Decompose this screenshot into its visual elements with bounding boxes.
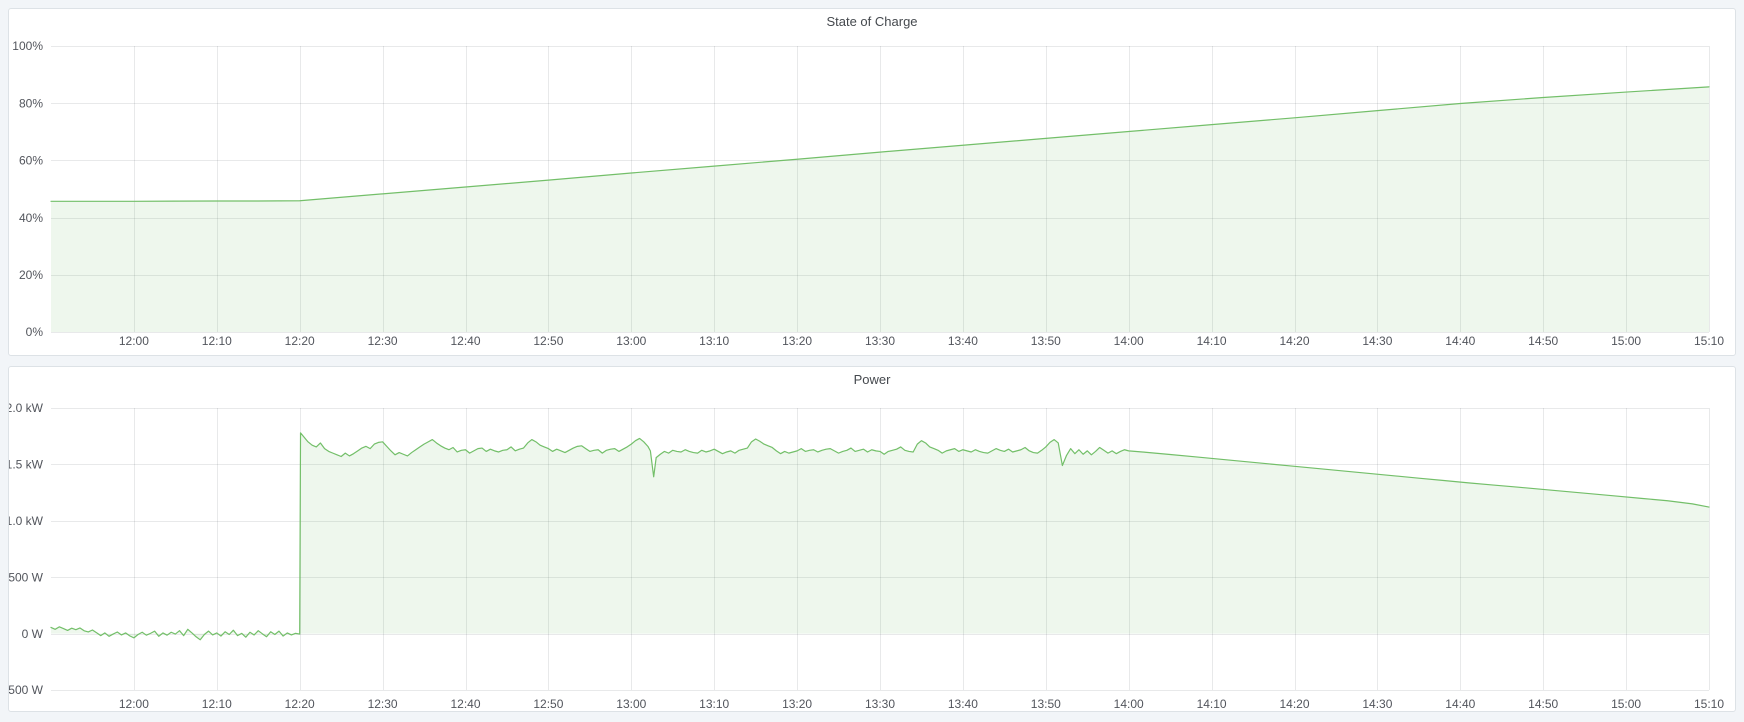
x-tick-label: 12:00	[119, 334, 149, 348]
x-tick-label: 15:00	[1611, 697, 1641, 711]
x-tick-label: 13:30	[865, 334, 895, 348]
axis-labels: 100% 80% 60% 40% 20% 0% 12:00 12:10 12:20 12:30 12…	[12, 39, 1724, 348]
panel-title-state-of-charge[interactable]: State of Charge	[826, 14, 918, 29]
x-tick-label: 12:00	[119, 697, 149, 711]
y-tick-label: 20%	[19, 268, 43, 282]
x-tick-label: 12:40	[450, 334, 480, 348]
x-tick-label: 14:20	[1279, 697, 1309, 711]
x-tick-label: 14:10	[1197, 334, 1227, 348]
x-tick-label: 12:50	[533, 697, 563, 711]
x-tick-label: 14:40	[1445, 697, 1475, 711]
x-tick-label: 14:40	[1445, 334, 1475, 348]
panel-state-of-charge: State of Charge 100% 80% 60% 40% 20% 0% 12:00 1…	[8, 8, 1736, 356]
x-tick-label: 12:10	[202, 334, 232, 348]
series-line	[50, 86, 1710, 202]
state-of-charge-chart[interactable]: 100% 80% 60% 40% 20% 0% 12:00 12:10 12:20 12:30 12…	[9, 9, 1735, 355]
axis-labels: 2.0 kW 1.5 kW 1.0 kW 500 W 0 W -500 W 12:00 12:…	[9, 401, 1724, 711]
x-tick-label: 13:40	[948, 334, 978, 348]
x-tick-label: 13:50	[1031, 334, 1061, 348]
x-tick-label: 12:50	[533, 334, 563, 348]
x-tick-label: 14:00	[1114, 334, 1144, 348]
x-tick-label: 13:20	[782, 697, 812, 711]
x-tick-label: 13:10	[699, 334, 729, 348]
x-tick-label: 14:20	[1279, 334, 1309, 348]
y-tick-label: 1.0 kW	[9, 514, 44, 528]
y-tick-label: 1.5 kW	[9, 458, 44, 472]
x-tick-label: 13:00	[616, 334, 646, 348]
x-tick-label: 13:00	[616, 697, 646, 711]
x-tick-label: 13:40	[948, 697, 978, 711]
x-tick-label: 15:10	[1694, 334, 1724, 348]
series-area-fill	[51, 86, 1709, 333]
y-tick-label: -500 W	[9, 683, 44, 697]
x-tick-label: 14:00	[1114, 697, 1144, 711]
grid-lines	[51, 46, 1710, 333]
x-tick-label: 15:00	[1611, 334, 1641, 348]
x-tick-label: 12:30	[368, 697, 398, 711]
x-tick-label: 13:20	[782, 334, 812, 348]
y-tick-label: 0 W	[22, 627, 44, 641]
x-tick-label: 12:20	[285, 334, 315, 348]
x-tick-label: 12:30	[368, 334, 398, 348]
grid-lines	[51, 408, 1710, 691]
series-line	[50, 432, 1710, 641]
y-tick-label: 80%	[19, 96, 43, 110]
y-tick-label: 500 W	[9, 570, 44, 584]
y-tick-label: 40%	[19, 211, 43, 225]
x-tick-label: 12:40	[450, 697, 480, 711]
x-tick-label: 14:30	[1362, 697, 1392, 711]
series-area-fill	[51, 432, 1709, 640]
x-tick-label: 13:10	[699, 697, 729, 711]
x-tick-label: 14:50	[1528, 697, 1558, 711]
x-tick-label: 14:30	[1362, 334, 1392, 348]
x-tick-label: 14:50	[1528, 334, 1558, 348]
x-tick-label: 14:10	[1197, 697, 1227, 711]
x-tick-label: 12:10	[202, 697, 232, 711]
power-chart[interactable]: 2.0 kW 1.5 kW 1.0 kW 500 W 0 W -500 W 12:00 12:…	[9, 367, 1735, 711]
y-tick-label: 2.0 kW	[9, 401, 44, 415]
y-tick-label: 100%	[12, 39, 43, 53]
x-tick-label: 13:50	[1031, 697, 1061, 711]
x-tick-label: 15:10	[1694, 697, 1724, 711]
panel-title-power[interactable]: Power	[853, 372, 891, 387]
x-tick-label: 12:20	[285, 697, 315, 711]
x-tick-label: 13:30	[865, 697, 895, 711]
y-tick-label: 0%	[26, 325, 44, 339]
y-tick-label: 60%	[19, 154, 43, 168]
panel-power: Power 2.0 kW 1.5 kW 1.0 kW 500 W 0 W -500 W 12…	[8, 366, 1736, 712]
